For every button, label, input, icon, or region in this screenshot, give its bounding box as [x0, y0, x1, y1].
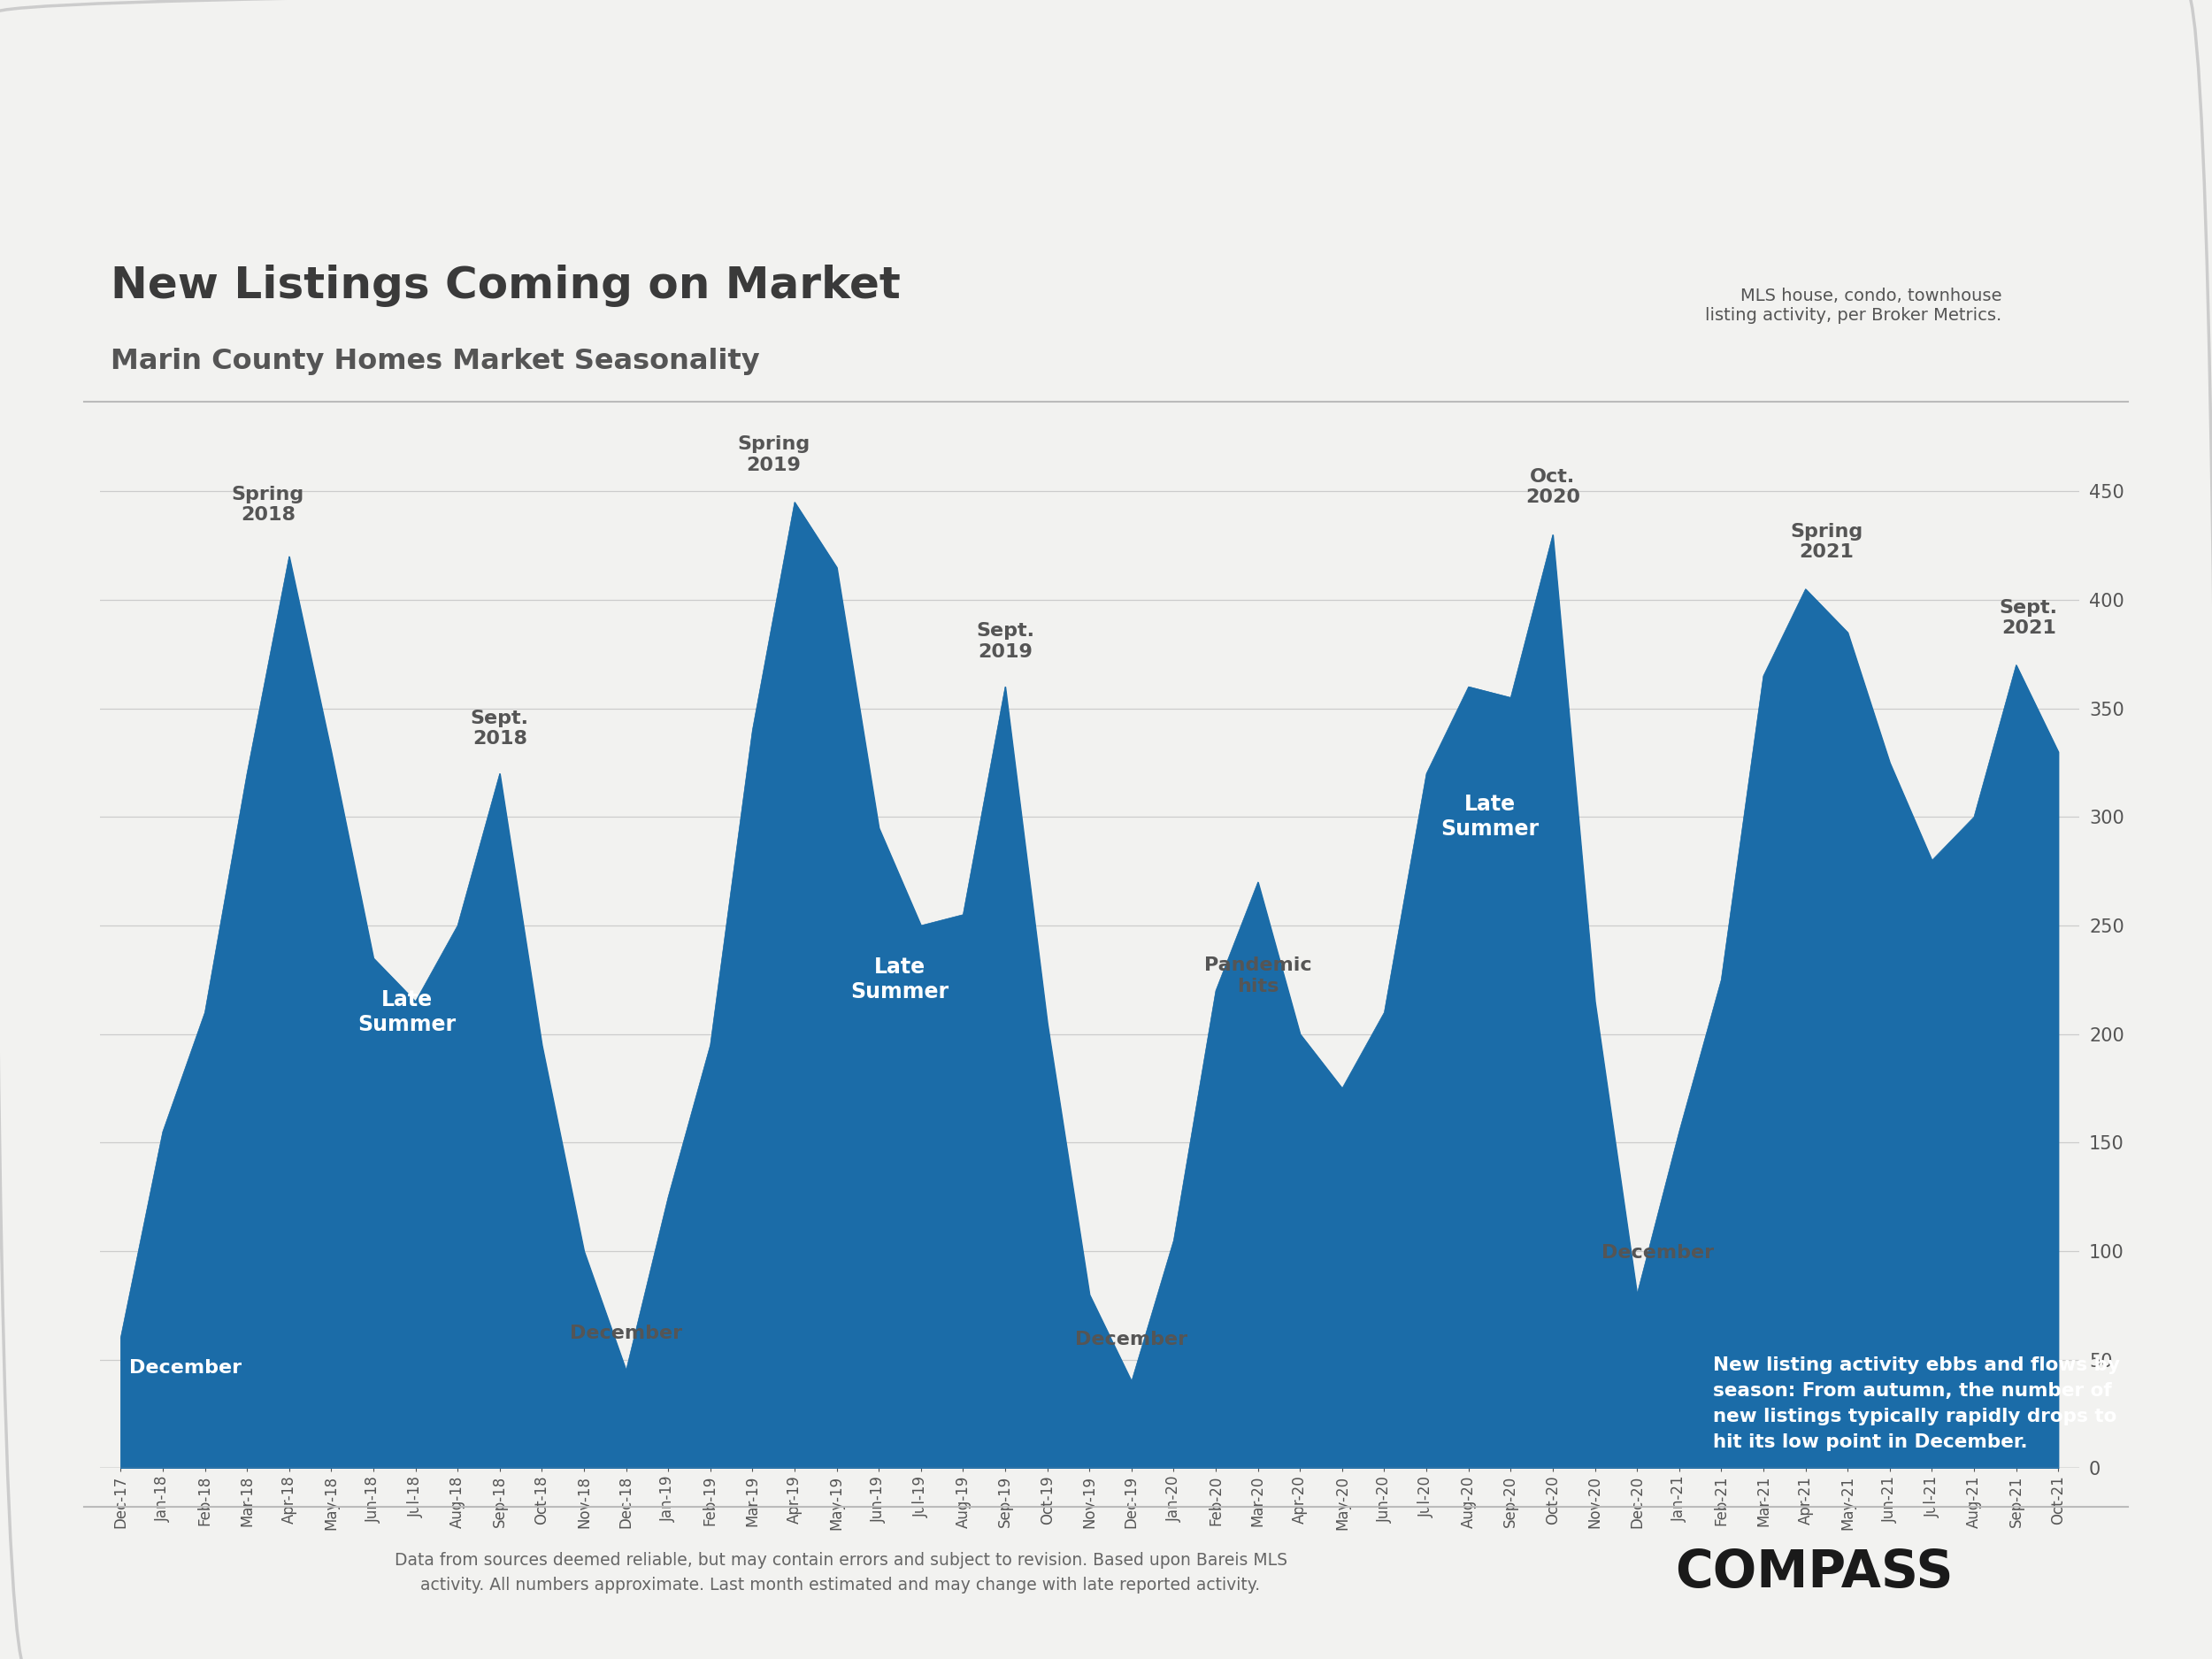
Text: Late
Summer: Late Summer — [358, 989, 456, 1035]
Text: December: December — [1601, 1244, 1714, 1262]
Text: Sept.
2019: Sept. 2019 — [975, 622, 1035, 660]
Text: Spring
2021: Spring 2021 — [1790, 523, 1863, 561]
Text: Sept.
2018: Sept. 2018 — [471, 710, 529, 748]
Text: New listing activity ebbs and flows by
season: From autumn, the number of
new li: New listing activity ebbs and flows by s… — [1712, 1357, 2119, 1452]
Text: Pandemic
hits: Pandemic hits — [1203, 957, 1312, 995]
Text: New Listings Coming on Market: New Listings Coming on Market — [111, 264, 900, 307]
Text: Spring
2019: Spring 2019 — [737, 436, 810, 474]
Text: Oct.
2020: Oct. 2020 — [1526, 468, 1579, 506]
Text: Late
Summer: Late Summer — [1440, 795, 1540, 839]
Text: COMPASS: COMPASS — [1674, 1548, 1953, 1598]
Text: Sept.
2021: Sept. 2021 — [2000, 599, 2057, 637]
Text: Late
Summer: Late Summer — [852, 957, 949, 1002]
Text: December: December — [128, 1359, 241, 1377]
Text: Data from sources deemed reliable, but may contain errors and subject to revisio: Data from sources deemed reliable, but m… — [394, 1551, 1287, 1594]
Text: MLS house, condo, townhouse
listing activity, per Broker Metrics.: MLS house, condo, townhouse listing acti… — [1705, 287, 2002, 324]
Text: Spring
2018: Spring 2018 — [232, 486, 305, 524]
Text: December: December — [1075, 1331, 1188, 1349]
Text: December: December — [571, 1324, 681, 1342]
Text: Marin County Homes Market Seasonality: Marin County Homes Market Seasonality — [111, 347, 759, 375]
